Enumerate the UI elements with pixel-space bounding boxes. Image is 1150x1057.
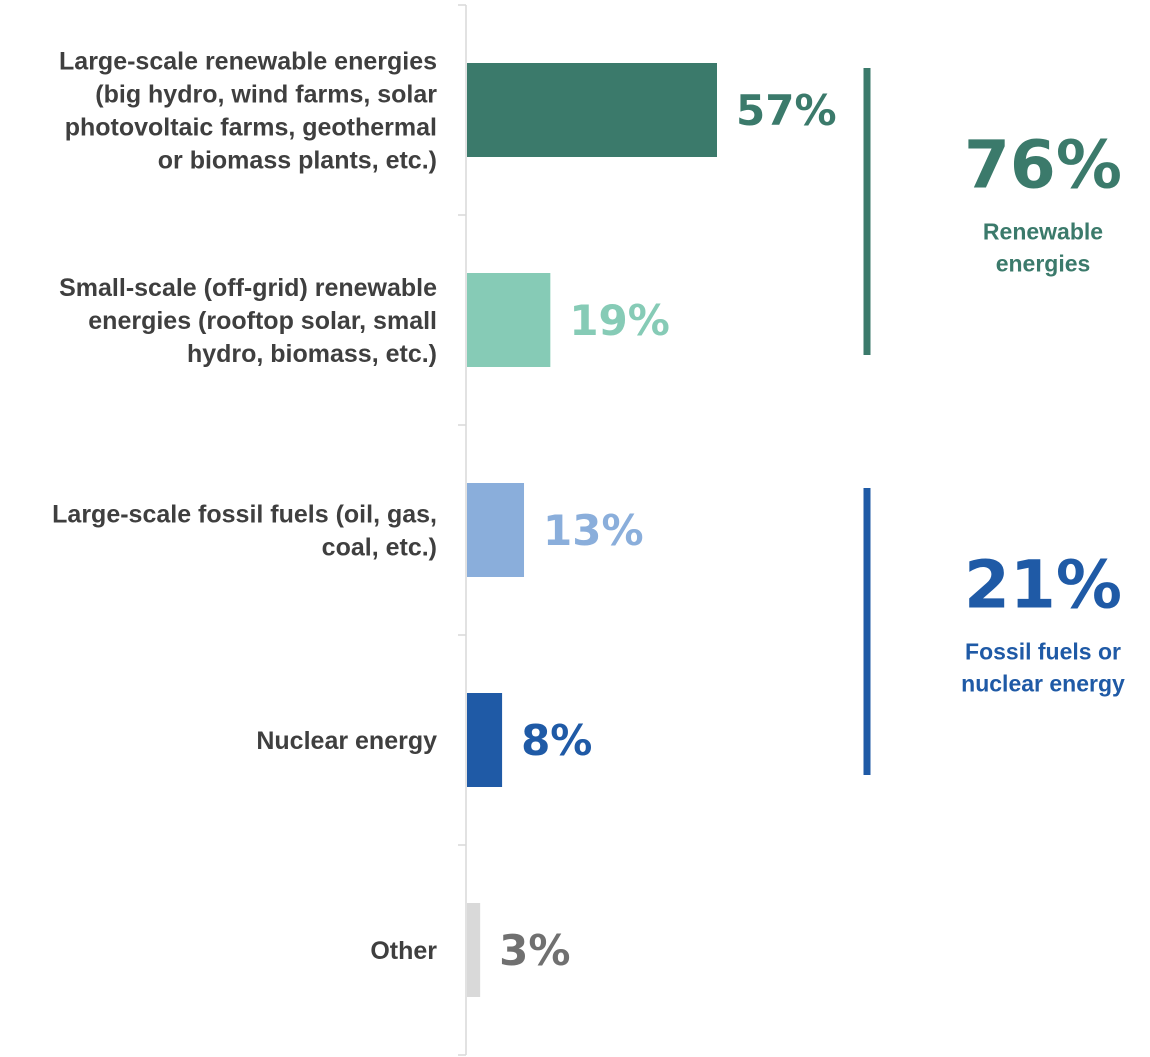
category-label: Small-scale (off-grid) renewable	[59, 274, 437, 302]
value-label: 8%	[521, 716, 592, 765]
group-percentage: 21%	[964, 547, 1122, 624]
bar	[467, 273, 551, 367]
bar	[467, 693, 503, 787]
bar	[467, 903, 481, 997]
group-label: Fossil fuels or	[965, 639, 1121, 665]
value-label: 57%	[736, 86, 837, 135]
group-label: Renewable	[983, 219, 1103, 245]
category-label: (big hydro, wind farms, solar	[95, 81, 437, 109]
value-label: 13%	[543, 506, 644, 555]
category-labels: Large-scale renewable energies (big hydro…	[52, 48, 437, 966]
category-label: Large-scale fossil fuels (oil, gas,	[52, 501, 437, 529]
category-label: Large-scale renewable energies	[59, 48, 437, 76]
category-label: Other	[370, 937, 437, 965]
category-label: photovoltaic farms, geothermal	[65, 114, 437, 142]
value-label: 19%	[569, 296, 670, 345]
category-label: Nuclear energy	[256, 727, 437, 755]
category-label: or biomass plants, etc.)	[158, 147, 437, 175]
bars	[467, 63, 717, 997]
value-labels: 57% 19% 13% 8% 3%	[499, 86, 836, 975]
axis	[458, 4, 467, 1056]
group-label: nuclear energy	[961, 671, 1125, 697]
value-label: 3%	[499, 926, 570, 975]
group-annotations: 76% Renewable energies 21% Fossil fuels or nu…	[863, 68, 1125, 775]
category-label: hydro, biomass, etc.)	[187, 340, 437, 368]
group-percentage: 76%	[964, 127, 1122, 204]
bar	[467, 63, 717, 157]
group-label: energies	[996, 251, 1091, 277]
category-label: energies (rooftop solar, small	[88, 307, 437, 335]
bar	[467, 483, 525, 577]
category-label: coal, etc.)	[322, 534, 437, 562]
